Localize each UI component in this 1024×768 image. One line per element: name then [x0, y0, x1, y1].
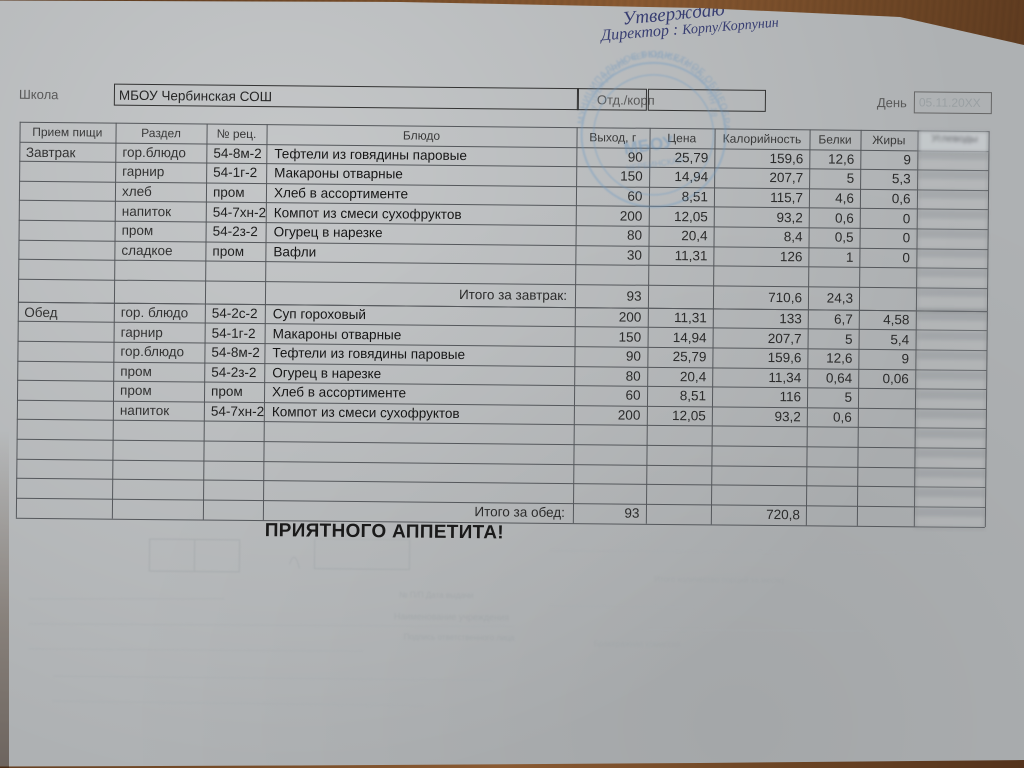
svg-text:Бракеражная комиссия: Бракеражная комиссия	[594, 639, 681, 649]
svg-text:ЧЕРБИНСКАЯ: ЧЕРБИНСКАЯ	[626, 155, 685, 173]
svg-text:МБОУ: МБОУ	[623, 132, 675, 158]
svg-text:Подпись ответственного лица: Подпись ответственного лица	[404, 632, 516, 642]
svg-text:№ П/П Дата выдачи: № П/П Дата выдачи	[399, 590, 473, 600]
svg-text:Наименование учреждения: Наименование учреждения	[394, 611, 509, 622]
svg-text:Итого количество порций за мес: Итого количество порций за месяц	[654, 575, 784, 585]
